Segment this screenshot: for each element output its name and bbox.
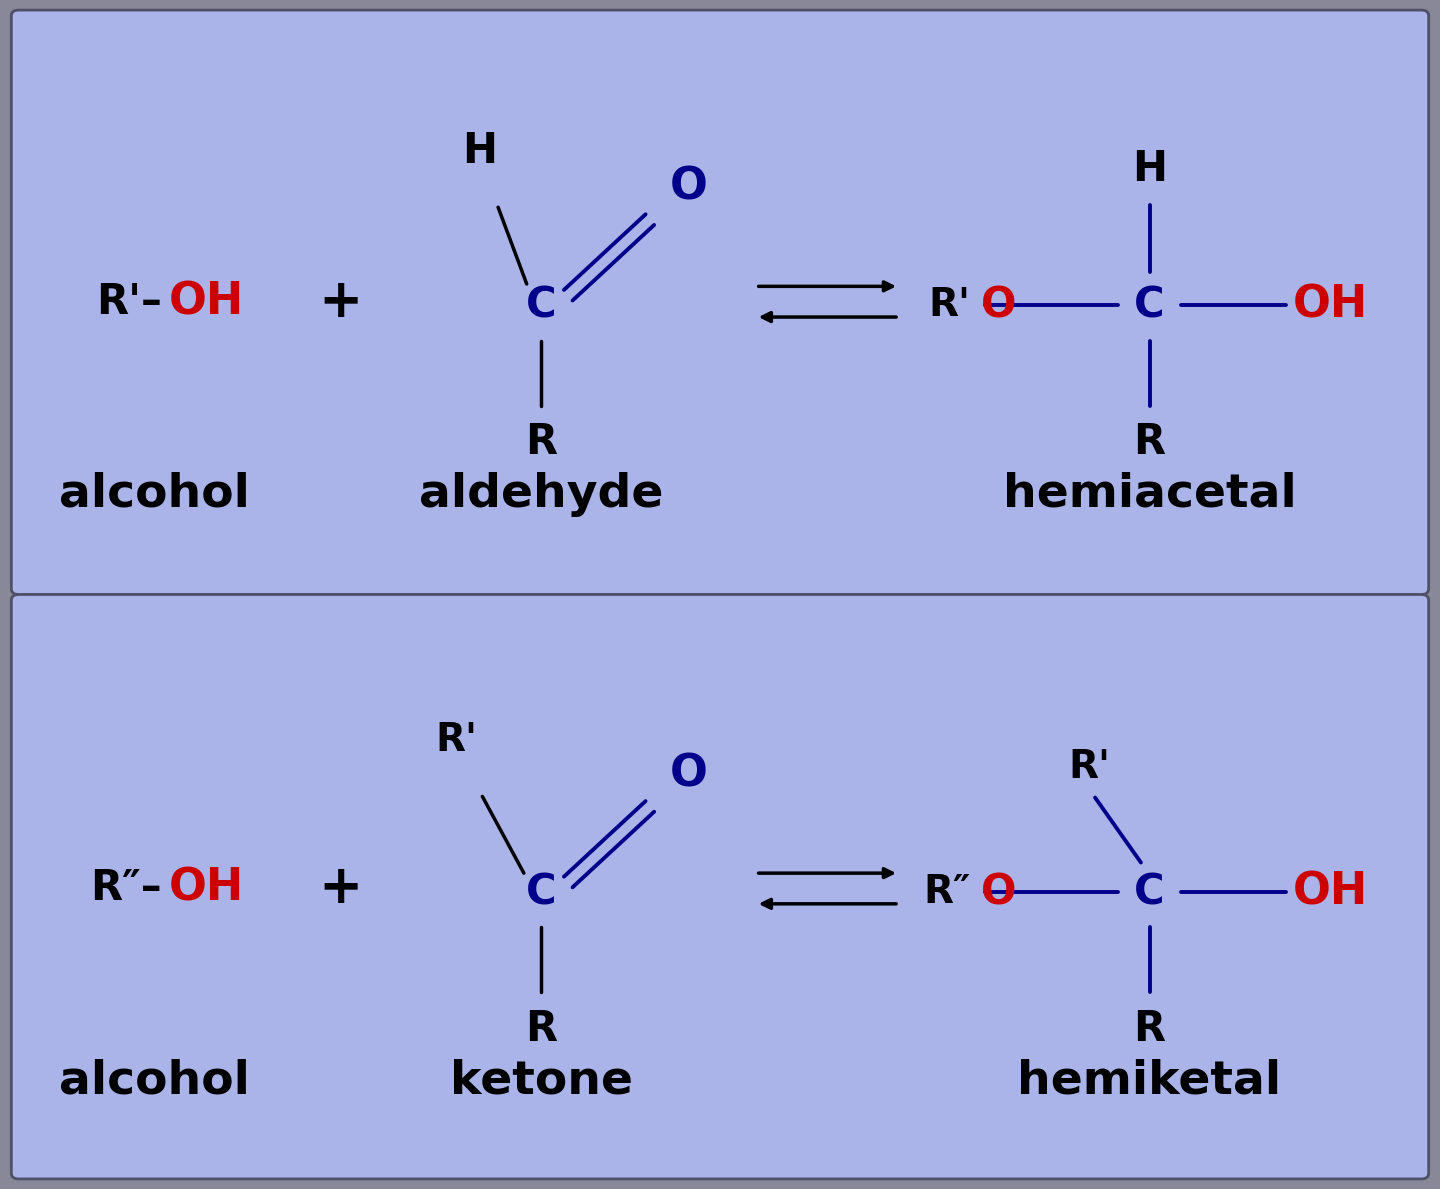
Text: alcohol: alcohol	[59, 1058, 251, 1103]
Text: C: C	[526, 284, 556, 326]
Text: R': R'	[929, 287, 971, 325]
Text: C: C	[1135, 284, 1165, 326]
Text: R: R	[526, 421, 557, 463]
Text: hemiacetal: hemiacetal	[1002, 472, 1296, 517]
Text: R: R	[1133, 1008, 1165, 1050]
FancyBboxPatch shape	[12, 10, 1428, 594]
Text: ketone: ketone	[449, 1058, 632, 1103]
Text: aldehyde: aldehyde	[419, 472, 664, 517]
Text: R″–: R″–	[91, 868, 161, 910]
Text: alcohol: alcohol	[59, 472, 251, 517]
Text: R″: R″	[923, 873, 971, 911]
Text: OH: OH	[1293, 870, 1368, 913]
Text: O: O	[670, 753, 708, 795]
Text: H: H	[462, 130, 497, 172]
Text: R: R	[1133, 421, 1165, 463]
Text: R'–: R'–	[96, 281, 161, 322]
Text: C: C	[526, 872, 556, 913]
Text: OH: OH	[168, 867, 243, 910]
Text: R': R'	[435, 721, 478, 759]
Text: H: H	[1132, 147, 1166, 189]
Text: O: O	[981, 872, 1017, 913]
Text: O: O	[981, 284, 1017, 326]
Text: OH: OH	[1293, 284, 1368, 327]
Text: hemiketal: hemiketal	[1018, 1058, 1282, 1103]
Text: R': R'	[1068, 748, 1110, 786]
Text: +: +	[318, 276, 363, 328]
Text: OH: OH	[168, 281, 243, 323]
Text: R: R	[526, 1008, 557, 1050]
Text: C: C	[1135, 872, 1165, 913]
Text: O: O	[670, 165, 708, 209]
FancyBboxPatch shape	[12, 594, 1428, 1179]
Text: +: +	[318, 862, 363, 914]
